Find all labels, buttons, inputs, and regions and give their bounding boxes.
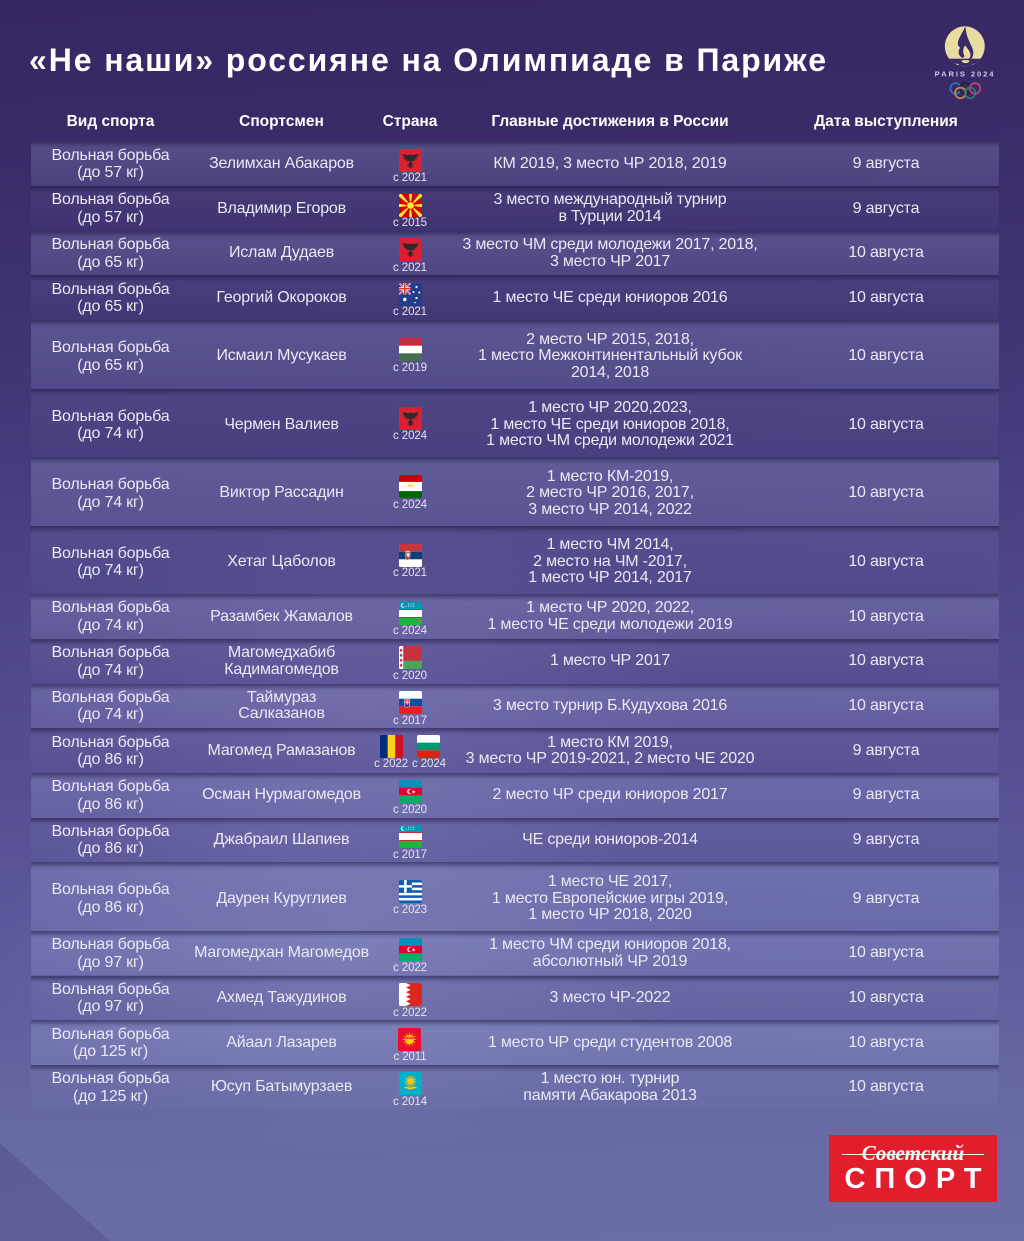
svg-text:PARIS 2024: PARIS 2024 (935, 70, 996, 79)
